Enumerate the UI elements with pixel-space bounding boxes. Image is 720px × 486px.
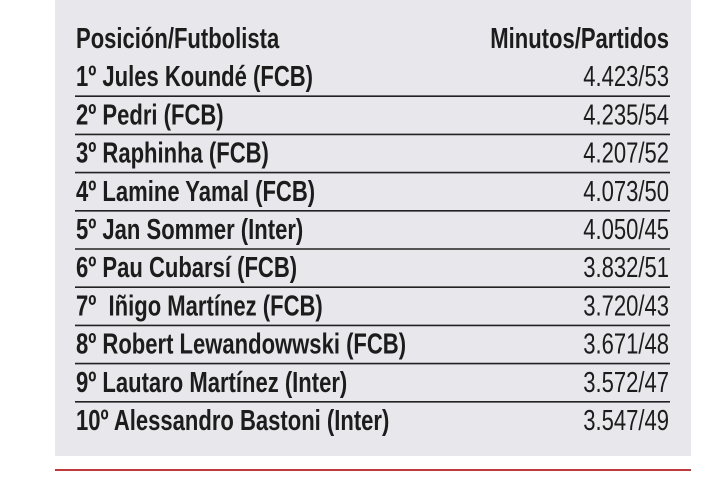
player-cell: 1º Jules Koundé (FCB) [76,61,313,93]
player-cell: 4º Lamine Yamal (FCB) [76,176,315,208]
header-cell: Posición/Futbolista [76,23,280,55]
player-cell: 8º Robert Lewandowwski (FCB) [76,329,406,361]
player-cell: 2º Pedri (FCB) [76,100,224,132]
minutes-cell: 3.572/47 [583,367,669,399]
panel [55,0,691,456]
minutes-cell: 4.423/53 [583,61,669,93]
player-cell: 5º Jan Sommer (Inter) [76,214,303,246]
minutes-cell: 3.832/51 [583,252,669,284]
player-cell: 7º Iñigo Martínez (FCB) [76,291,323,323]
minutes-cell: 3.720/43 [583,291,669,323]
player-cell: 10º Alessandro Bastoni (Inter) [76,405,389,437]
minutes-cell: 4.235/54 [583,100,669,132]
minutes-cell: 4.050/45 [583,214,669,246]
minutes-cell: 4.207/52 [583,138,669,170]
minutes-cell: 4.073/50 [583,176,669,208]
player-cell: 3º Raphinha (FCB) [76,138,269,170]
minutes-cell: 3.547/49 [583,405,669,437]
header-cell: Minutos/Partidos [490,23,669,55]
player-cell: 6º Pau Cubarsí (FCB) [76,252,297,284]
minutes-cell: 3.671/48 [583,329,669,361]
player-cell: 9º Lautaro Martínez (Inter) [76,367,347,399]
